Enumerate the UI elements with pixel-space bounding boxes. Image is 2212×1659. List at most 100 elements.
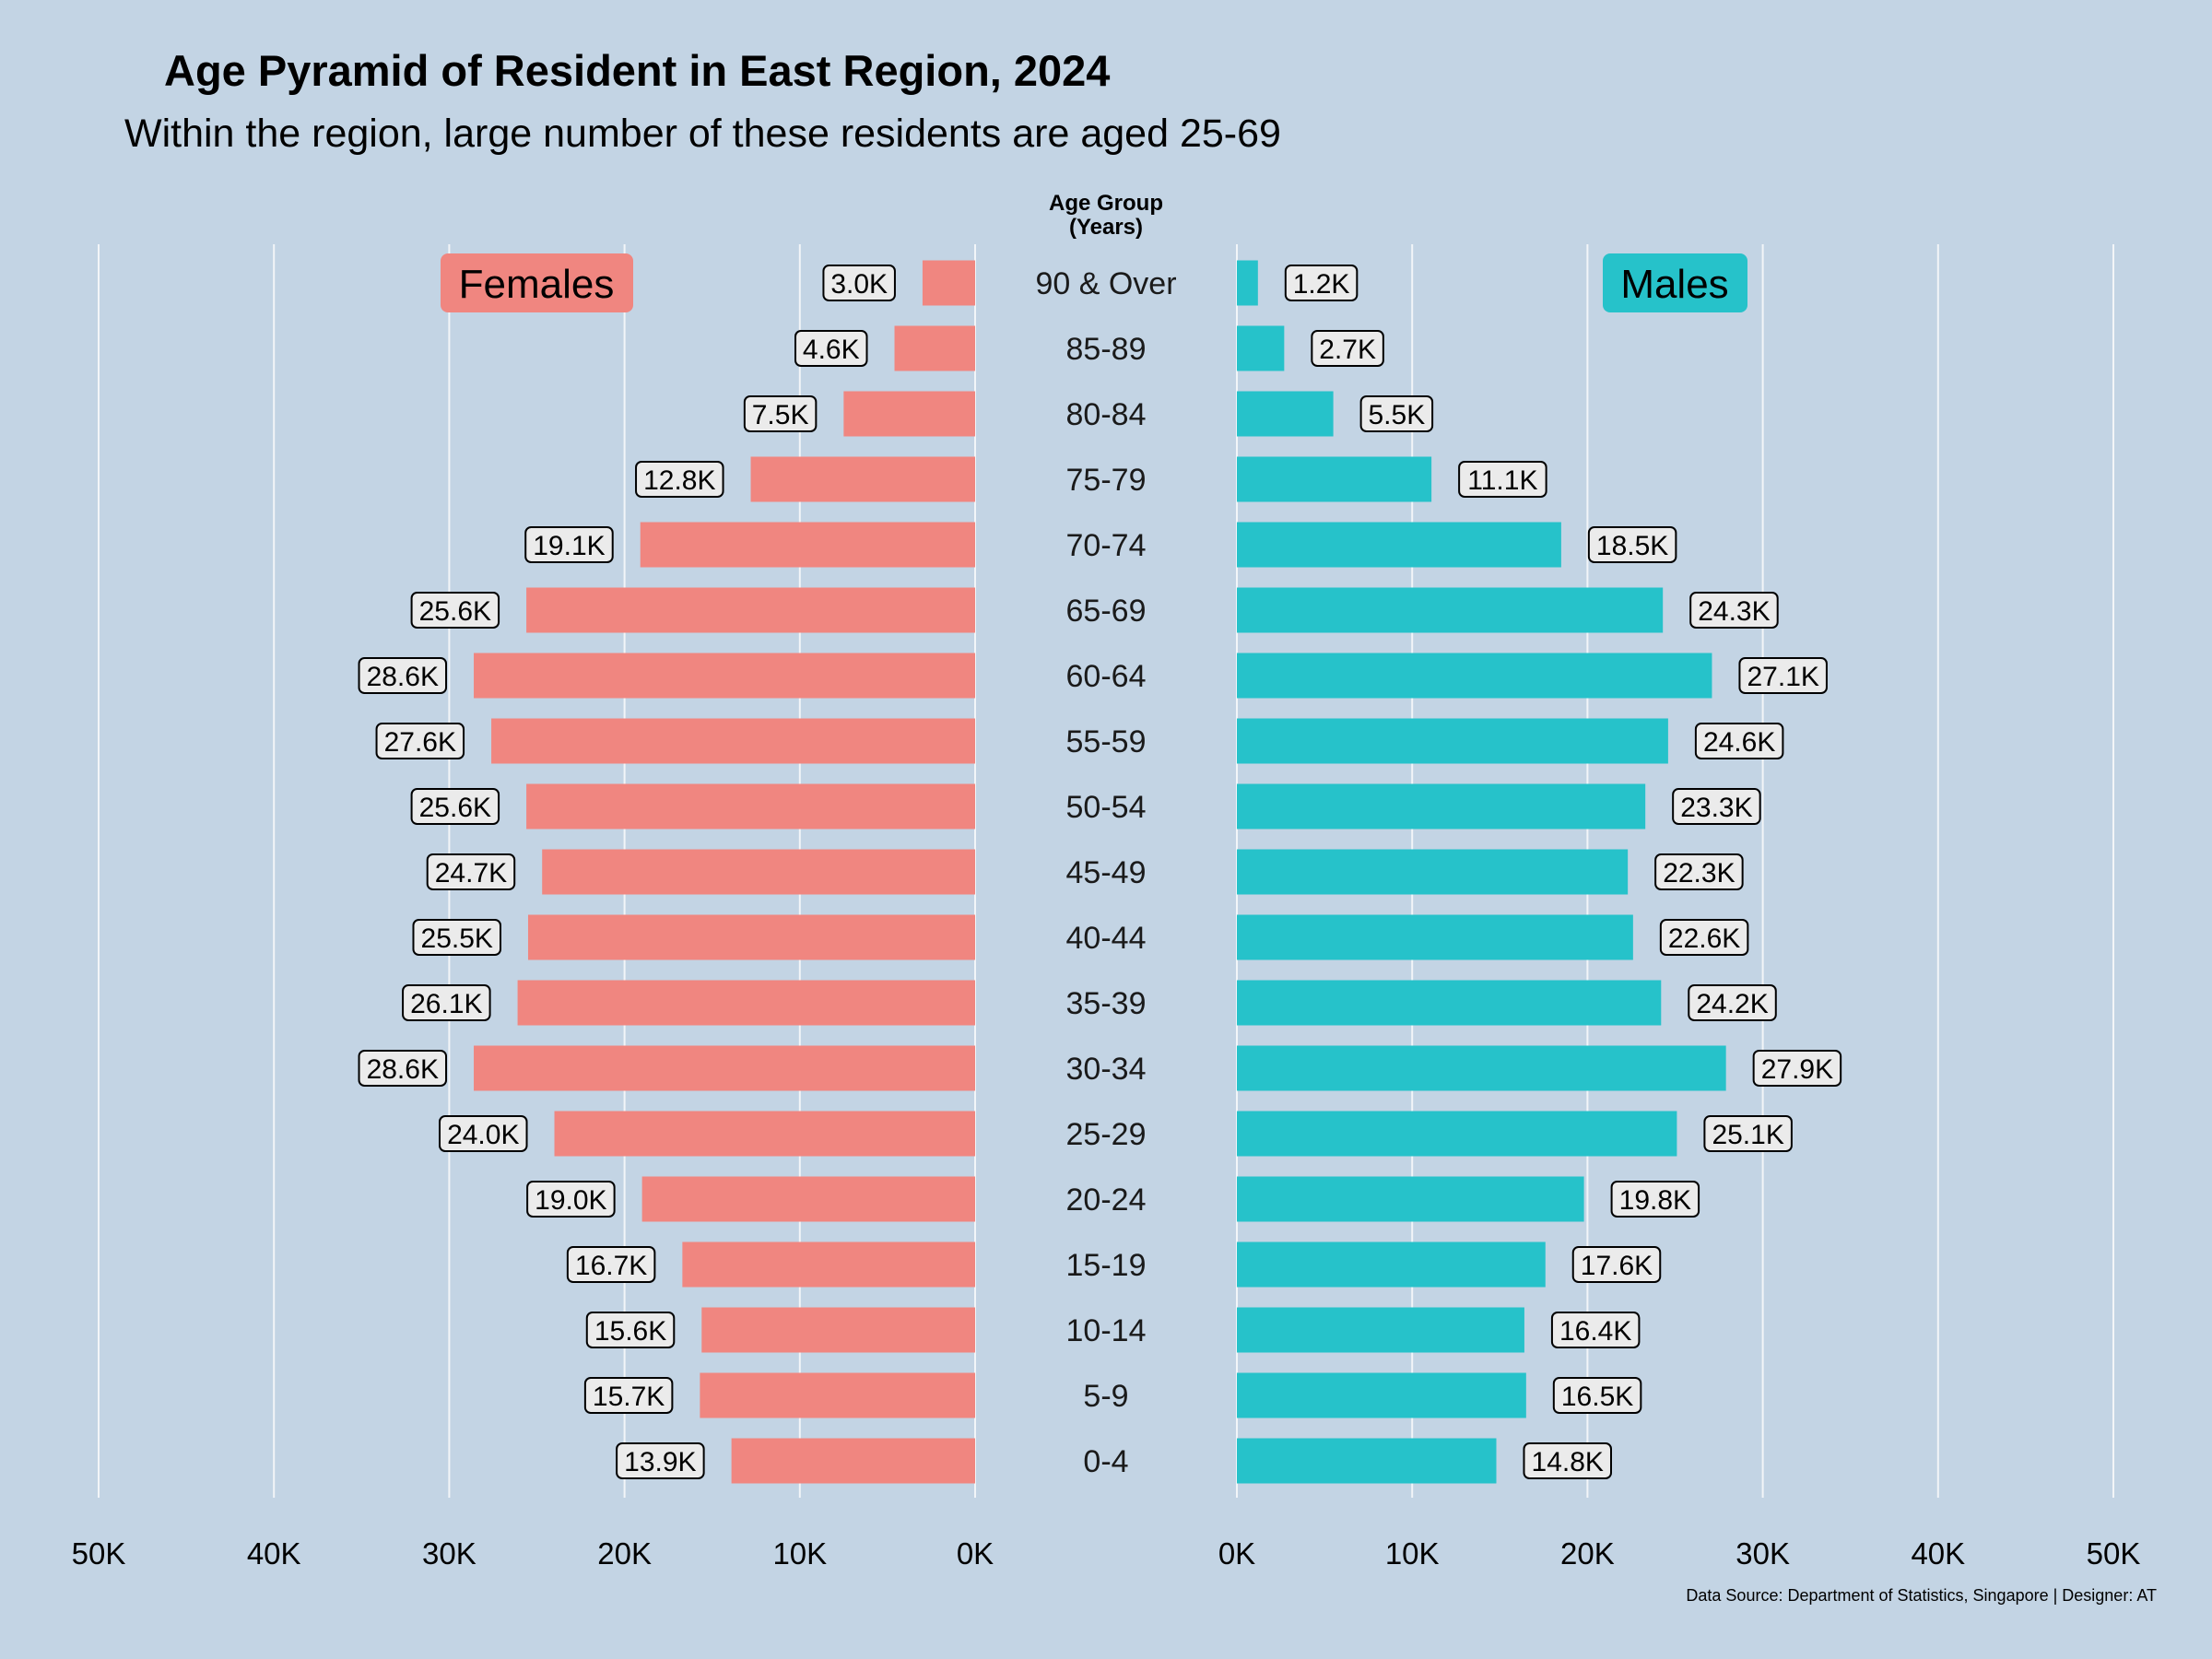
age-group-label: 30-34 (1066, 1052, 1147, 1087)
female-value-label: 15.7K (583, 1377, 674, 1414)
value-label-box (1550, 1312, 1641, 1348)
female-value-label: 16.7K (566, 1246, 656, 1283)
value-label-box (794, 330, 868, 367)
value-label-text: 3.0K (830, 269, 888, 300)
x-tick-label-left: 30K (422, 1536, 477, 1571)
legend-females: Females (441, 253, 633, 312)
value-label-text: 25.5K (421, 924, 493, 954)
data-source-caption: Data Source: Department of Statistics, S… (1686, 1586, 2157, 1605)
x-tick-label-right: 50K (2087, 1536, 2141, 1571)
male-bar (1237, 653, 1712, 699)
age-group-label: 85-89 (1066, 332, 1147, 367)
age-group-label: 65-69 (1066, 594, 1147, 629)
value-label-box (526, 1181, 616, 1218)
value-label-box (410, 788, 500, 825)
age-group-label: 90 & Over (1035, 266, 1176, 301)
female-bar (641, 1176, 975, 1222)
value-label-text: 22.3K (1663, 858, 1735, 888)
value-label-box (1284, 265, 1359, 301)
center-header-line2: (Years) (1069, 215, 1143, 240)
value-label-text: 19.8K (1619, 1185, 1691, 1216)
male-bar (1237, 1372, 1526, 1418)
female-value-label: 27.6K (375, 723, 465, 759)
x-tick-label-left: 10K (772, 1536, 827, 1571)
female-value-label: 26.1K (402, 984, 491, 1021)
legend-males-box (1603, 253, 1747, 312)
value-label-box (1610, 1181, 1700, 1218)
female-bar (526, 783, 975, 830)
value-label-box (358, 1050, 448, 1087)
male-value-label: 25.1K (1703, 1115, 1793, 1152)
value-label-text: 24.0K (447, 1120, 519, 1150)
legend-females-box (441, 253, 633, 312)
age-group-label: 25-29 (1066, 1117, 1147, 1152)
female-bar (750, 456, 975, 502)
female-value-label: 24.0K (439, 1115, 528, 1152)
female-bar (526, 587, 975, 633)
female-value-label: 25.6K (410, 788, 500, 825)
value-label-box (1571, 1246, 1662, 1283)
value-label-box (743, 395, 818, 432)
female-value-label: 28.6K (358, 1050, 448, 1087)
value-label-text: 24.2K (1696, 989, 1768, 1019)
value-label-text: 24.6K (1703, 727, 1775, 758)
male-bar (1237, 849, 1629, 895)
age-group-label: 50-54 (1066, 790, 1147, 825)
male-bar (1237, 325, 1285, 371)
female-value-label: 15.6K (585, 1312, 676, 1348)
age-group-label: 35-39 (1066, 986, 1147, 1021)
chart-subtitle: Within the region, large number of these… (124, 112, 1281, 156)
value-label-box (1672, 788, 1761, 825)
value-label-box (822, 265, 896, 301)
male-bar (1237, 783, 1646, 830)
age-group-label: 75-79 (1066, 463, 1147, 498)
age-group-label: 60-64 (1066, 659, 1147, 694)
x-tick-label-right: 40K (1911, 1536, 1965, 1571)
value-label-text: 18.5K (1596, 531, 1668, 561)
female-bar (474, 653, 975, 699)
value-label-text: 28.6K (367, 662, 439, 692)
female-bar (554, 1111, 975, 1157)
x-tick-label-right: 20K (1560, 1536, 1615, 1571)
age-group-label: 0-4 (1083, 1444, 1128, 1479)
value-label-text: 14.8K (1532, 1447, 1604, 1477)
legend-females-label: Females (459, 262, 615, 307)
male-value-label: 2.7K (1311, 330, 1384, 367)
age-group-label: 45-49 (1066, 855, 1147, 890)
value-label-text: 25.6K (419, 596, 491, 627)
value-label-box (412, 919, 501, 956)
male-value-label: 22.6K (1659, 919, 1749, 956)
female-value-label: 7.5K (743, 395, 818, 432)
center-header-line1: Age Group (1049, 191, 1163, 216)
value-label-text: 2.7K (1319, 335, 1376, 365)
female-value-label: 24.7K (426, 853, 516, 890)
age-group-label: 40-44 (1066, 921, 1147, 956)
value-label-box (402, 984, 491, 1021)
value-label-text: 16.4K (1559, 1316, 1631, 1347)
age-group-labels: 90 & Over 85-89 80-84 75-79 70-74 65-69 60-64 5… (1035, 266, 1176, 1479)
female-value-label: 19.0K (526, 1181, 616, 1218)
male-bar (1237, 456, 1432, 502)
male-value-label: 24.3K (1689, 592, 1779, 629)
female-value-label: 25.5K (412, 919, 501, 956)
male-value-label: 18.5K (1587, 526, 1677, 563)
female-bar (491, 718, 975, 764)
male-bar (1237, 1176, 1584, 1222)
female-bar (527, 914, 975, 960)
age-group-label: 55-59 (1066, 724, 1147, 759)
male-value-label: 24.6K (1694, 723, 1784, 759)
male-value-label: 5.5K (1359, 395, 1434, 432)
value-label-box (426, 853, 516, 890)
male-value-label: 19.8K (1610, 1181, 1700, 1218)
female-bar (700, 1372, 975, 1418)
male-bar (1237, 391, 1334, 437)
value-label-text: 16.7K (575, 1251, 647, 1281)
value-label-box (635, 461, 724, 498)
female-bar (640, 522, 975, 568)
female-value-label: 4.6K (794, 330, 868, 367)
female-bar (922, 260, 975, 306)
value-label-box (439, 1115, 528, 1152)
